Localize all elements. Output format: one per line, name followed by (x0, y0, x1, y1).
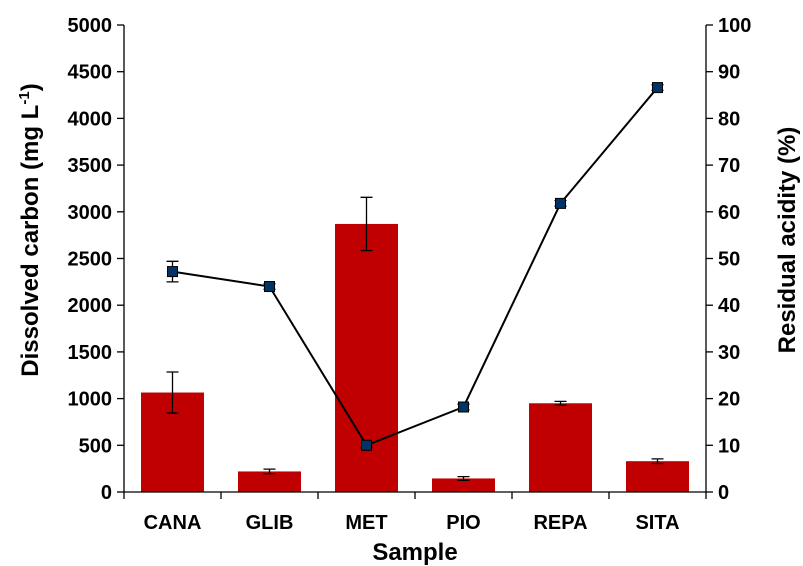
acidity-marker (264, 281, 275, 293)
bar-error-bar (166, 371, 179, 414)
left-tick-label: 5000 (68, 15, 113, 37)
x-tick-label: REPA (533, 512, 587, 534)
bar-series (141, 223, 689, 492)
right-tick-label: 50 (718, 249, 740, 271)
left-tick-label: 2500 (68, 249, 113, 271)
x-tick-label: PIO (446, 512, 480, 534)
left-axis-ticks: 0 500 1000 1500 2000 2500 3000 3500 4000 4500 5000 (68, 15, 124, 504)
right-tick-label: 10 (718, 435, 740, 457)
left-tick-label: 1000 (68, 389, 113, 411)
left-tick-label: 4500 (68, 62, 113, 84)
right-tick-label: 100 (718, 15, 751, 37)
right-tick-label: 90 (718, 62, 740, 84)
right-tick-label: 0 (718, 482, 729, 504)
x-axis-ticks: CANA GLIB MET PIO REPA SITA (123, 492, 707, 534)
right-tick-label: 40 (718, 295, 740, 317)
acidity-marker (458, 401, 469, 413)
right-tick-label: 70 (718, 155, 740, 177)
acidity-series (166, 82, 664, 451)
left-axis-title-main: Dissolved carbon (mg L (17, 105, 44, 377)
left-tick-label: 1500 (68, 342, 113, 364)
bar (529, 403, 592, 492)
left-tick-label: 2000 (68, 295, 113, 317)
left-axis-title: Dissolved carbon (mg L-1) (16, 83, 44, 376)
acidity-marker (555, 197, 566, 209)
axes (123, 25, 707, 493)
left-tick-label: 4000 (68, 108, 113, 130)
right-tick-label: 60 (718, 202, 740, 224)
left-tick-label: 500 (79, 435, 112, 457)
bar-error-bar (360, 196, 373, 252)
x-tick-label: GLIB (246, 512, 294, 534)
bar (238, 471, 301, 492)
left-tick-label: 3000 (68, 202, 113, 224)
x-tick-label: MET (345, 512, 387, 534)
acidity-marker (361, 439, 372, 451)
left-axis-title-close: ) (17, 83, 44, 91)
right-axis-title: Residual acidity (%) (774, 127, 801, 354)
left-axis-title-sup: -1 (16, 91, 33, 104)
acidity-marker (167, 266, 178, 278)
bar (626, 461, 689, 492)
x-tick-label: CANA (144, 512, 202, 534)
left-tick-label: 0 (101, 482, 112, 504)
bar (432, 478, 495, 492)
bar (335, 223, 398, 492)
bar-error-bars (166, 196, 664, 481)
right-tick-label: 20 (718, 389, 740, 411)
x-axis-title: Sample (372, 539, 457, 566)
bar-error-bar (457, 475, 470, 481)
right-axis-ticks: 0 10 20 30 40 50 60 70 80 90 100 (706, 15, 751, 504)
left-tick-label: 3500 (68, 155, 113, 177)
x-tick-label: SITA (635, 512, 679, 534)
bar-error-bar (554, 400, 567, 406)
acidity-marker (652, 82, 663, 94)
right-tick-label: 30 (718, 342, 740, 364)
right-tick-label: 80 (718, 108, 740, 130)
bar-error-bar (263, 468, 276, 475)
acidity-line (172, 86, 659, 447)
bar-error-bar (651, 458, 664, 465)
